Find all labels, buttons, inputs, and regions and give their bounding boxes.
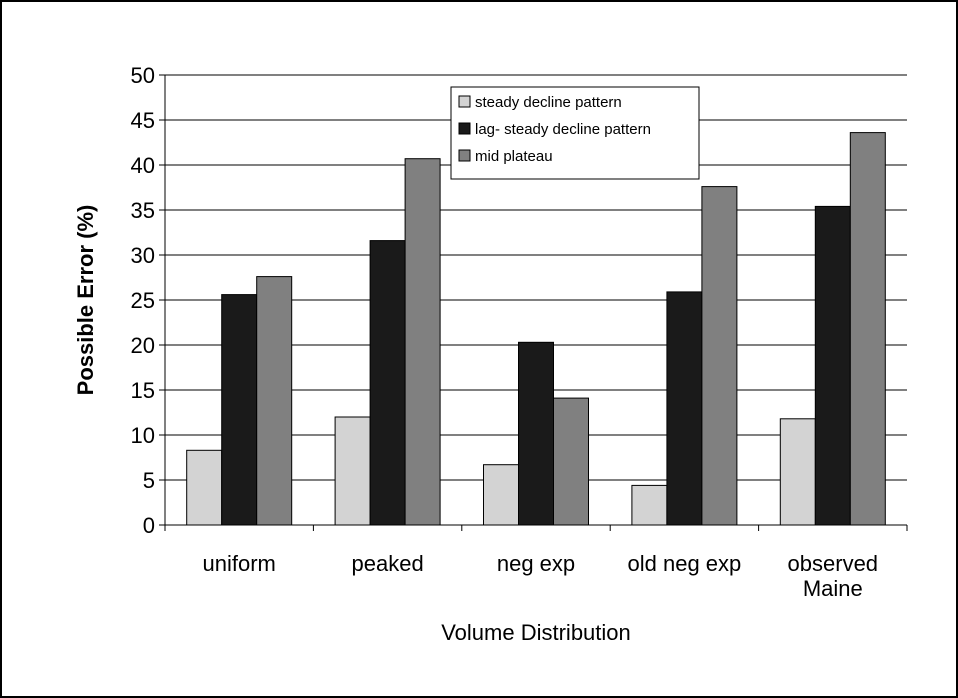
x-tick-label: old neg exp (628, 551, 742, 576)
y-tick-label: 50 (131, 63, 155, 88)
bar (666, 291, 703, 526)
x-tick-labels: uniform peaked neg exp old neg exp observed M… (203, 551, 879, 601)
y-tick-label: 30 (131, 243, 155, 268)
y-tick-label: 35 (131, 198, 155, 223)
x-tick-label: neg exp (497, 551, 575, 576)
y-axis-title: Possible Error (%) (73, 205, 98, 396)
bar (221, 294, 258, 526)
legend-label: steady decline pattern (475, 94, 622, 111)
bars (186, 132, 886, 526)
y-tick-label: 15 (131, 378, 155, 403)
y-tick-labels: 0 5 10 15 20 25 30 35 40 45 50 (131, 63, 155, 538)
bar (256, 276, 293, 526)
x-tick-label: peaked (352, 551, 424, 576)
bar (553, 397, 589, 526)
x-axis-title: Volume Distribution (441, 620, 631, 645)
bar (334, 416, 371, 526)
bar (369, 240, 406, 526)
bar (186, 449, 223, 526)
y-tick-label: 40 (131, 153, 155, 178)
bar (814, 205, 851, 526)
legend: steady decline pattern lag- steady declin… (450, 86, 700, 180)
bar (404, 158, 441, 526)
bar (779, 418, 816, 526)
axes (159, 74, 908, 531)
bar (849, 132, 886, 526)
legend-label: lag- steady decline pattern (475, 121, 651, 138)
bar (518, 341, 554, 526)
y-tick-label: 20 (131, 333, 155, 358)
y-tick-label: 5 (143, 468, 155, 493)
legend-swatch (458, 149, 471, 162)
legend-swatch (458, 95, 471, 108)
x-tick-label: uniform (203, 551, 276, 576)
bar (631, 484, 668, 526)
y-tick-label: 45 (131, 108, 155, 133)
legend-box (450, 86, 700, 180)
bar (483, 464, 519, 526)
y-tick-label: 10 (131, 423, 155, 448)
legend-label: mid plateau (475, 148, 553, 165)
y-tick-label: 25 (131, 288, 155, 313)
x-tick-label: observed Maine (788, 551, 879, 601)
bar (701, 186, 738, 526)
y-tick-label: 0 (143, 513, 155, 538)
legend-swatch (458, 122, 471, 135)
